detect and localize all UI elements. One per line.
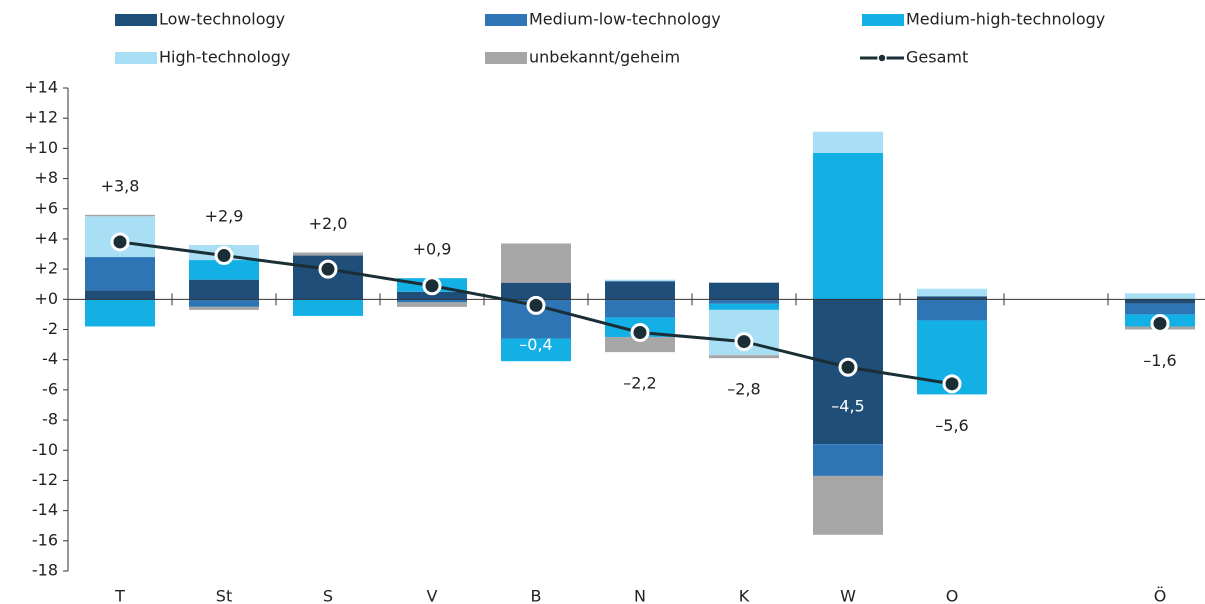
- x-tick-label: K: [739, 587, 750, 604]
- bar: [85, 290, 155, 300]
- legend-label: unbekannt/geheim: [529, 48, 680, 67]
- bar: [709, 282, 779, 300]
- point: [1150, 313, 1170, 333]
- bar: [501, 282, 571, 300]
- bar: [813, 131, 883, 153]
- y-tick-label: -16: [32, 530, 58, 549]
- bar: [917, 288, 987, 297]
- legend-label: Gesamt: [906, 48, 968, 67]
- bar: [189, 306, 259, 310]
- legend-swatch: [862, 14, 904, 26]
- point: [422, 276, 442, 296]
- point: [630, 323, 650, 343]
- data-label: +0,9: [413, 240, 452, 259]
- point: [942, 374, 962, 394]
- bar: [813, 152, 883, 300]
- x-tick-label: O: [946, 587, 959, 604]
- point: [838, 357, 858, 377]
- bar: [397, 291, 467, 300]
- data-label: +2,0: [309, 214, 348, 233]
- bar: [1125, 299, 1195, 304]
- bar: [709, 303, 779, 310]
- bar: [293, 252, 363, 256]
- bar: [605, 279, 675, 282]
- bar: [813, 475, 883, 535]
- data-label: –1,6: [1143, 351, 1176, 370]
- y-tick-label: +12: [24, 108, 58, 127]
- x-tick-label: N: [634, 587, 646, 604]
- x-tick-label: S: [323, 587, 333, 604]
- x-tick-label: T: [114, 587, 125, 604]
- y-tick-label: +0: [34, 289, 58, 308]
- x-tick-label: Ö: [1154, 587, 1167, 604]
- legend-swatch: [115, 52, 157, 64]
- data-label: –4,5: [831, 397, 864, 416]
- x-tick-label: W: [840, 587, 856, 604]
- legend-label: High-technology: [159, 48, 290, 67]
- point: [110, 232, 130, 252]
- bar: [813, 444, 883, 476]
- bar: [605, 281, 675, 300]
- bar: [501, 243, 571, 283]
- bar: [1125, 303, 1195, 315]
- x-tick-label: V: [427, 587, 438, 604]
- x-tick-label: B: [531, 587, 542, 604]
- point: [734, 332, 754, 352]
- y-tick-label: +6: [34, 198, 58, 217]
- bar: [189, 299, 259, 307]
- bar: [293, 299, 363, 316]
- point: [318, 259, 338, 279]
- bar: [605, 299, 675, 318]
- data-label: +3,8: [101, 176, 140, 195]
- y-tick-label: +8: [34, 168, 58, 187]
- bar: [605, 337, 675, 353]
- y-tick-label: -8: [42, 410, 58, 429]
- bar: [1125, 293, 1195, 300]
- y-tick-label: +4: [34, 228, 58, 247]
- legend-label: Medium-low-technology: [529, 10, 721, 29]
- legend-swatch: [877, 53, 887, 63]
- data-label: –0,4: [519, 335, 552, 354]
- y-tick-label: +2: [34, 259, 58, 278]
- y-tick-label: +14: [24, 78, 58, 97]
- bar: [917, 296, 987, 300]
- y-tick-label: -18: [32, 561, 58, 580]
- y-tick-label: -4: [42, 349, 58, 368]
- data-label: –5,6: [935, 416, 968, 435]
- y-tick-label: -10: [32, 440, 58, 459]
- point: [526, 295, 546, 315]
- x-tick-label: St: [216, 587, 232, 604]
- bar: [709, 299, 779, 304]
- legend-swatch: [485, 52, 527, 64]
- bar: [397, 299, 467, 303]
- bar: [85, 214, 155, 217]
- legend-swatch: [115, 14, 157, 26]
- y-tick-label: -12: [32, 470, 58, 489]
- bar: [189, 260, 259, 280]
- data-label: –2,2: [623, 374, 656, 393]
- bar: [85, 257, 155, 291]
- y-tick-label: -14: [32, 500, 58, 519]
- bar: [917, 299, 987, 321]
- bar: [501, 338, 571, 362]
- y-tick-label: -6: [42, 379, 58, 398]
- data-label: +2,9: [205, 206, 244, 225]
- bar: [709, 355, 779, 359]
- point: [214, 246, 234, 266]
- legend-swatch: [485, 14, 527, 26]
- bar: [189, 279, 259, 300]
- y-tick-label: -2: [42, 319, 58, 338]
- bar: [397, 302, 467, 307]
- legend-label: Low-technology: [159, 10, 285, 29]
- legend-label: Medium-high-technology: [906, 10, 1105, 29]
- data-label: –2,8: [727, 380, 760, 399]
- y-tick-label: +10: [24, 138, 58, 157]
- bar: [85, 299, 155, 327]
